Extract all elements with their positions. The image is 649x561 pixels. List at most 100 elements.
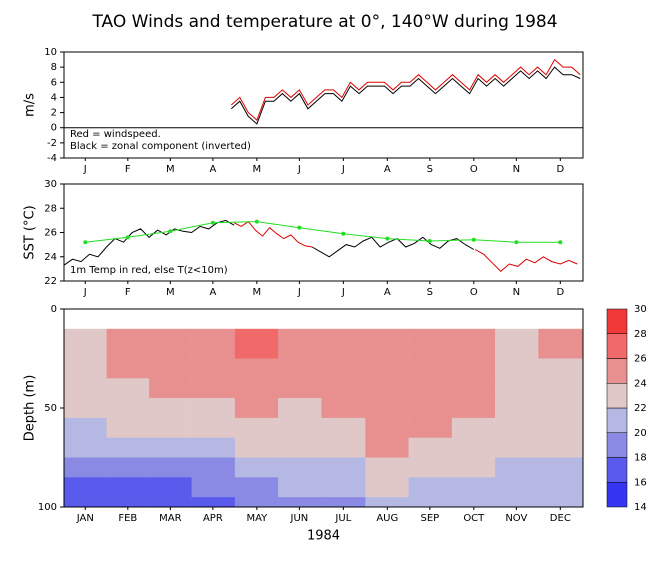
colorbar-label: 28: [634, 329, 647, 340]
series-marker: [297, 225, 302, 230]
x-tick-label: OCT: [463, 513, 485, 524]
x-tick-label: A: [384, 164, 391, 175]
series-marker: [341, 231, 346, 236]
temperature-cell: [106, 417, 150, 438]
temperature-cell: [64, 338, 107, 359]
temperature-cell: [149, 328, 192, 339]
temperature-cell: [365, 358, 409, 379]
series-marker: [168, 229, 173, 234]
colorbar-label: 20: [634, 428, 647, 439]
temperature-cell: [495, 328, 539, 339]
x-tick-label: JUL: [334, 513, 351, 524]
series-marker: [471, 237, 476, 242]
temperature-cell: [278, 328, 322, 339]
temperature-cell: [408, 378, 453, 399]
temperature-cell: [451, 417, 496, 438]
temperature-cell: [149, 358, 192, 379]
temperature-cell: [234, 378, 279, 399]
temperature-cell: [234, 358, 279, 379]
colorbar-label: 16: [634, 477, 647, 488]
temperature-cell: [64, 398, 107, 419]
temperature-cell: [495, 378, 539, 399]
y-tick-label: 10: [44, 47, 57, 58]
x-tick-label: A: [384, 287, 391, 298]
temperature-cell: [365, 378, 409, 399]
x-tick-label: N: [513, 164, 520, 175]
series-marker: [558, 240, 563, 245]
temperature-cell: [234, 457, 279, 478]
series-marker: [254, 219, 259, 224]
temperature-cell: [321, 477, 366, 498]
temperature-cell: [365, 398, 409, 419]
temperature-cell: [278, 497, 322, 508]
temperature-cell: [106, 457, 150, 478]
series-line: [85, 221, 561, 243]
temperature-cell: [234, 497, 279, 508]
temperature-cell: [234, 417, 279, 438]
temperature-cell: [321, 358, 366, 379]
temperature-cell: [64, 457, 107, 478]
temperature-cell: [64, 437, 107, 458]
temperature-cell: [451, 398, 496, 419]
x-tick-label: SEP: [421, 513, 440, 524]
colorbar-swatch: [606, 407, 628, 433]
colorbar-label: 14: [634, 502, 647, 513]
y-tick-label: 30: [44, 179, 57, 190]
temperature-cell: [321, 398, 366, 419]
y-tick-label: 0: [51, 304, 57, 315]
temperature-cell: [408, 358, 453, 379]
colorbar-label: 18: [634, 453, 647, 464]
x-tick-label: D: [556, 164, 564, 175]
temperature-cell: [106, 378, 150, 399]
temperature-cell: [234, 437, 279, 458]
temperature-cell: [495, 477, 539, 498]
temperature-cell: [191, 338, 236, 359]
x-tick-label: MAY: [246, 513, 268, 524]
temperature-cell: [191, 437, 236, 458]
temperature-cell: [495, 398, 539, 419]
temperature-cell: [495, 457, 539, 478]
annotation: Black = zonal component (inverted): [70, 141, 251, 152]
temperature-cell: [365, 437, 409, 458]
temperature-cell: [234, 398, 279, 419]
temperature-cell: [495, 358, 539, 379]
y-axis-label: m/s: [23, 93, 38, 117]
y-tick-label: 22: [44, 276, 57, 287]
y-axis-label: SST (°C): [23, 205, 38, 259]
colorbar-label: 24: [634, 378, 647, 389]
annotation: 1m Temp in red, else T(z<10m): [70, 265, 228, 276]
temperature-cell: [278, 358, 322, 379]
temperature-cell: [64, 477, 107, 498]
x-tick-label: J: [83, 287, 87, 298]
temperature-cell: [408, 497, 453, 508]
temperature-cell: [106, 338, 150, 359]
x-tick-label: O: [470, 287, 478, 298]
series-marker: [125, 235, 130, 240]
temperature-cell: [106, 437, 150, 458]
temperature-cell: [408, 338, 453, 359]
annotation: Red = windspeed.: [70, 129, 161, 140]
colorbar-swatch: [606, 383, 628, 409]
temperature-cell: [191, 417, 236, 438]
temperature-cell: [451, 437, 496, 458]
temperature-cell: [408, 328, 453, 339]
temperature-cell: [538, 398, 584, 419]
x-tick-label: A: [209, 287, 216, 298]
temperature-cell: [278, 398, 322, 419]
temperature-cell: [149, 378, 192, 399]
temperature-cell: [408, 417, 453, 438]
x-tick-label: M: [253, 164, 262, 175]
x-tick-label: APR: [203, 513, 223, 524]
y-tick-label: 2: [51, 108, 57, 119]
temperature-cell: [321, 378, 366, 399]
temperature-cell: [538, 358, 584, 379]
temperature-cell: [538, 477, 584, 498]
y-tick-label: 100: [38, 502, 57, 513]
temperature-cell: [321, 338, 366, 359]
temperature-cell: [451, 378, 496, 399]
temperature-cell: [365, 477, 409, 498]
temperature-cell: [365, 457, 409, 478]
y-tick-label: 6: [51, 77, 57, 88]
y-tick-label: 4: [51, 92, 57, 103]
